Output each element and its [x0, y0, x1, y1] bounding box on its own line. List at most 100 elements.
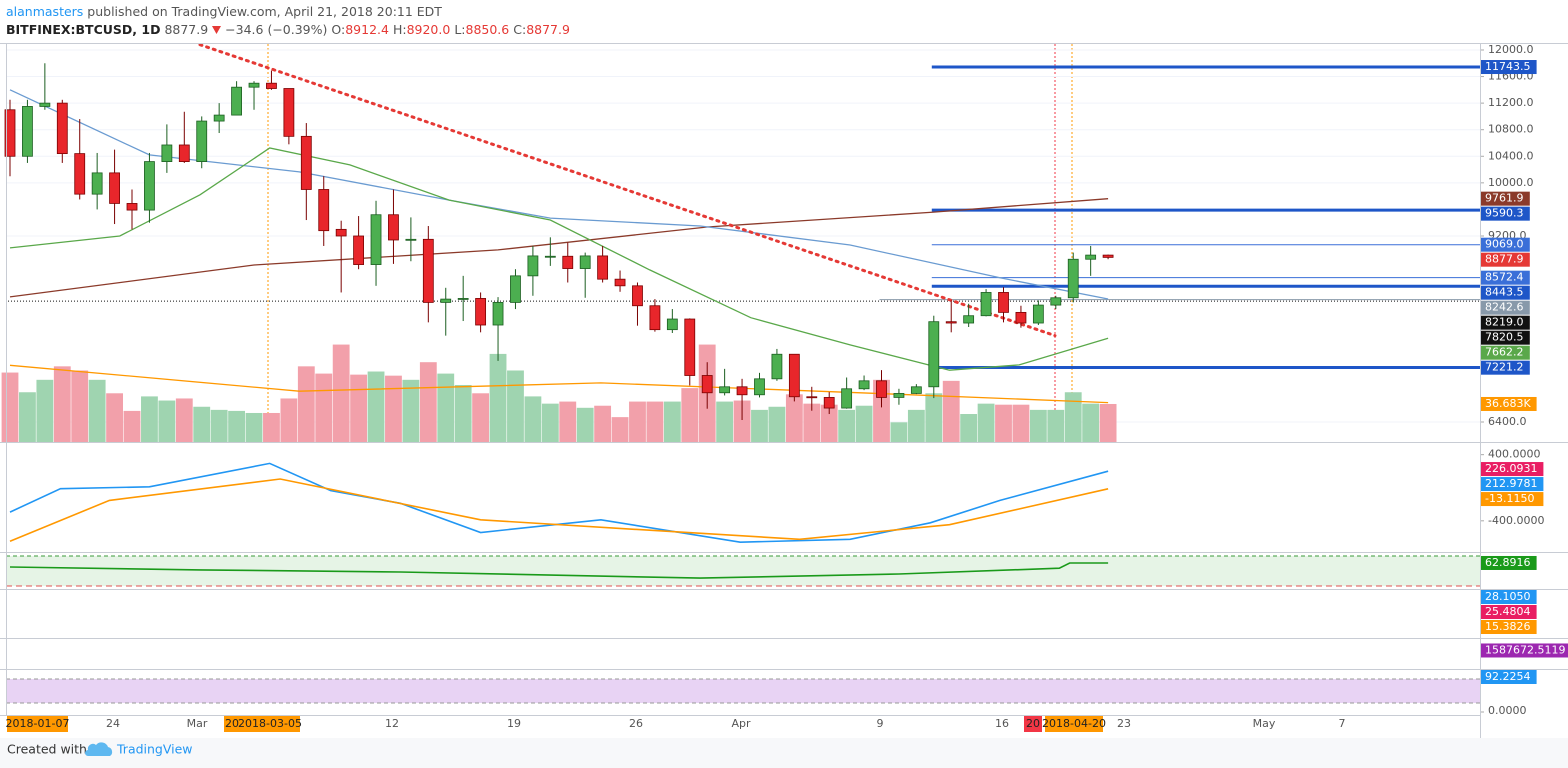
date-tag	[224, 716, 240, 732]
candle-body	[527, 255, 539, 277]
rsi-band	[6, 556, 1480, 586]
volume-bar	[820, 404, 838, 442]
price-tag-label: 212.9781	[1485, 477, 1538, 490]
candle-body	[196, 120, 208, 162]
price-tag	[1481, 620, 1537, 634]
x-tick-label: 9	[877, 717, 884, 730]
date-tag-label: 2018-01-07	[6, 717, 70, 730]
volume-bar	[855, 405, 873, 442]
y-tick-label: -400.0000	[1488, 514, 1544, 527]
candle-body	[388, 214, 399, 241]
candle-body	[4, 109, 16, 157]
moving-average	[9, 198, 1109, 298]
candle-body	[74, 153, 86, 195]
candle-body	[231, 86, 242, 116]
volume-bar	[332, 344, 350, 442]
candle-body	[736, 386, 748, 396]
price-tag	[1481, 315, 1530, 330]
volume-bar	[454, 384, 472, 442]
price-tag	[1481, 477, 1544, 492]
candle-body	[1050, 297, 1062, 306]
ohlc-label: C:	[513, 22, 527, 37]
volume-bar	[646, 401, 664, 442]
price-tag	[1481, 605, 1537, 619]
price-tag-label: 28.1050	[1485, 590, 1531, 603]
volume-bar	[1099, 403, 1117, 442]
x-tick-label: 12	[385, 717, 399, 730]
candle-body	[632, 285, 643, 307]
candle-body	[91, 172, 103, 195]
volume-bar	[472, 393, 490, 442]
date-tag	[240, 716, 300, 732]
stoch-band	[6, 679, 1480, 703]
candle-body	[22, 106, 33, 157]
price-tag-label: 8219.0	[1485, 316, 1524, 329]
price-tag-label: 25.4804	[1485, 605, 1531, 618]
volume-bar	[541, 403, 559, 442]
indicator-line	[9, 478, 1109, 542]
price-tag-label: 92.2254	[1485, 670, 1531, 683]
volume-bar	[158, 400, 176, 442]
volume-bar	[245, 412, 263, 442]
volume-bar	[19, 392, 36, 442]
price-tag-label: 7820.5	[1485, 331, 1524, 344]
candle-body	[858, 380, 870, 390]
volume-bar	[1, 372, 19, 442]
candle-body	[144, 161, 155, 211]
candle-body	[353, 235, 365, 265]
x-tick-label: 23	[1117, 717, 1131, 730]
volume-bar	[36, 379, 54, 442]
candle-body	[318, 189, 330, 232]
candle-body	[510, 275, 521, 303]
ohlc-label: L:	[454, 22, 466, 37]
candle-body	[1015, 311, 1027, 324]
candle-body	[666, 318, 678, 331]
brand-logo	[85, 742, 113, 756]
volume-bar	[88, 379, 106, 442]
price-tag	[1481, 345, 1530, 360]
candle-body	[649, 305, 661, 331]
ohlc-label: O:	[331, 22, 346, 37]
y-tick-label: 6400.0	[1488, 415, 1527, 428]
author[interactable]: alanmasters	[6, 4, 84, 19]
footer-brand[interactable]: TradingView	[116, 742, 193, 757]
price-tag	[1481, 462, 1544, 477]
moving-average	[9, 147, 1109, 371]
price-tag	[1481, 330, 1530, 345]
candle-body	[998, 292, 1009, 313]
candle-body	[928, 321, 940, 388]
candle-body	[39, 102, 51, 107]
price-tag-label: -13.1150	[1485, 492, 1534, 505]
volume-bar	[437, 373, 455, 442]
volume-bar	[663, 401, 681, 442]
footer-bg	[0, 738, 1568, 768]
price-tag-label: 7662.2	[1485, 346, 1524, 359]
volume-bar	[297, 366, 315, 442]
price-tag-label: 11743.5	[1485, 60, 1531, 73]
volume-bar	[1082, 403, 1100, 442]
candle-body	[1032, 304, 1044, 324]
candle-body	[614, 278, 626, 287]
volume-bar	[576, 407, 594, 442]
candle-body	[841, 388, 853, 409]
date-tag	[1045, 716, 1103, 732]
price-tag	[1481, 396, 1537, 411]
volume-bar	[315, 373, 333, 442]
volume-bar	[53, 366, 71, 442]
candle-body	[126, 203, 138, 211]
volume-bar	[123, 410, 141, 442]
price-tag-label: 8242.6	[1485, 301, 1524, 314]
volume-bar	[907, 409, 925, 442]
volume-bar	[141, 396, 158, 442]
candle-body	[405, 238, 417, 241]
ohlc-value: 8912.4	[345, 22, 389, 37]
volume-bar	[402, 379, 420, 442]
price-tag-label: 1587672.5119	[1485, 643, 1565, 656]
down-arrow	[212, 26, 222, 34]
candle-body	[963, 315, 975, 324]
volume-bar	[1029, 409, 1047, 442]
candle-body	[335, 228, 347, 237]
candle-body	[109, 172, 120, 204]
price-tag	[1481, 285, 1530, 300]
candle-body	[370, 214, 382, 265]
